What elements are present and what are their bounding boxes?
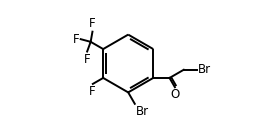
Text: F: F xyxy=(73,33,79,46)
Text: O: O xyxy=(170,88,180,101)
Text: F: F xyxy=(84,53,90,66)
Text: Br: Br xyxy=(198,63,211,76)
Text: F: F xyxy=(89,85,95,98)
Text: F: F xyxy=(89,17,96,30)
Text: Br: Br xyxy=(135,105,148,118)
